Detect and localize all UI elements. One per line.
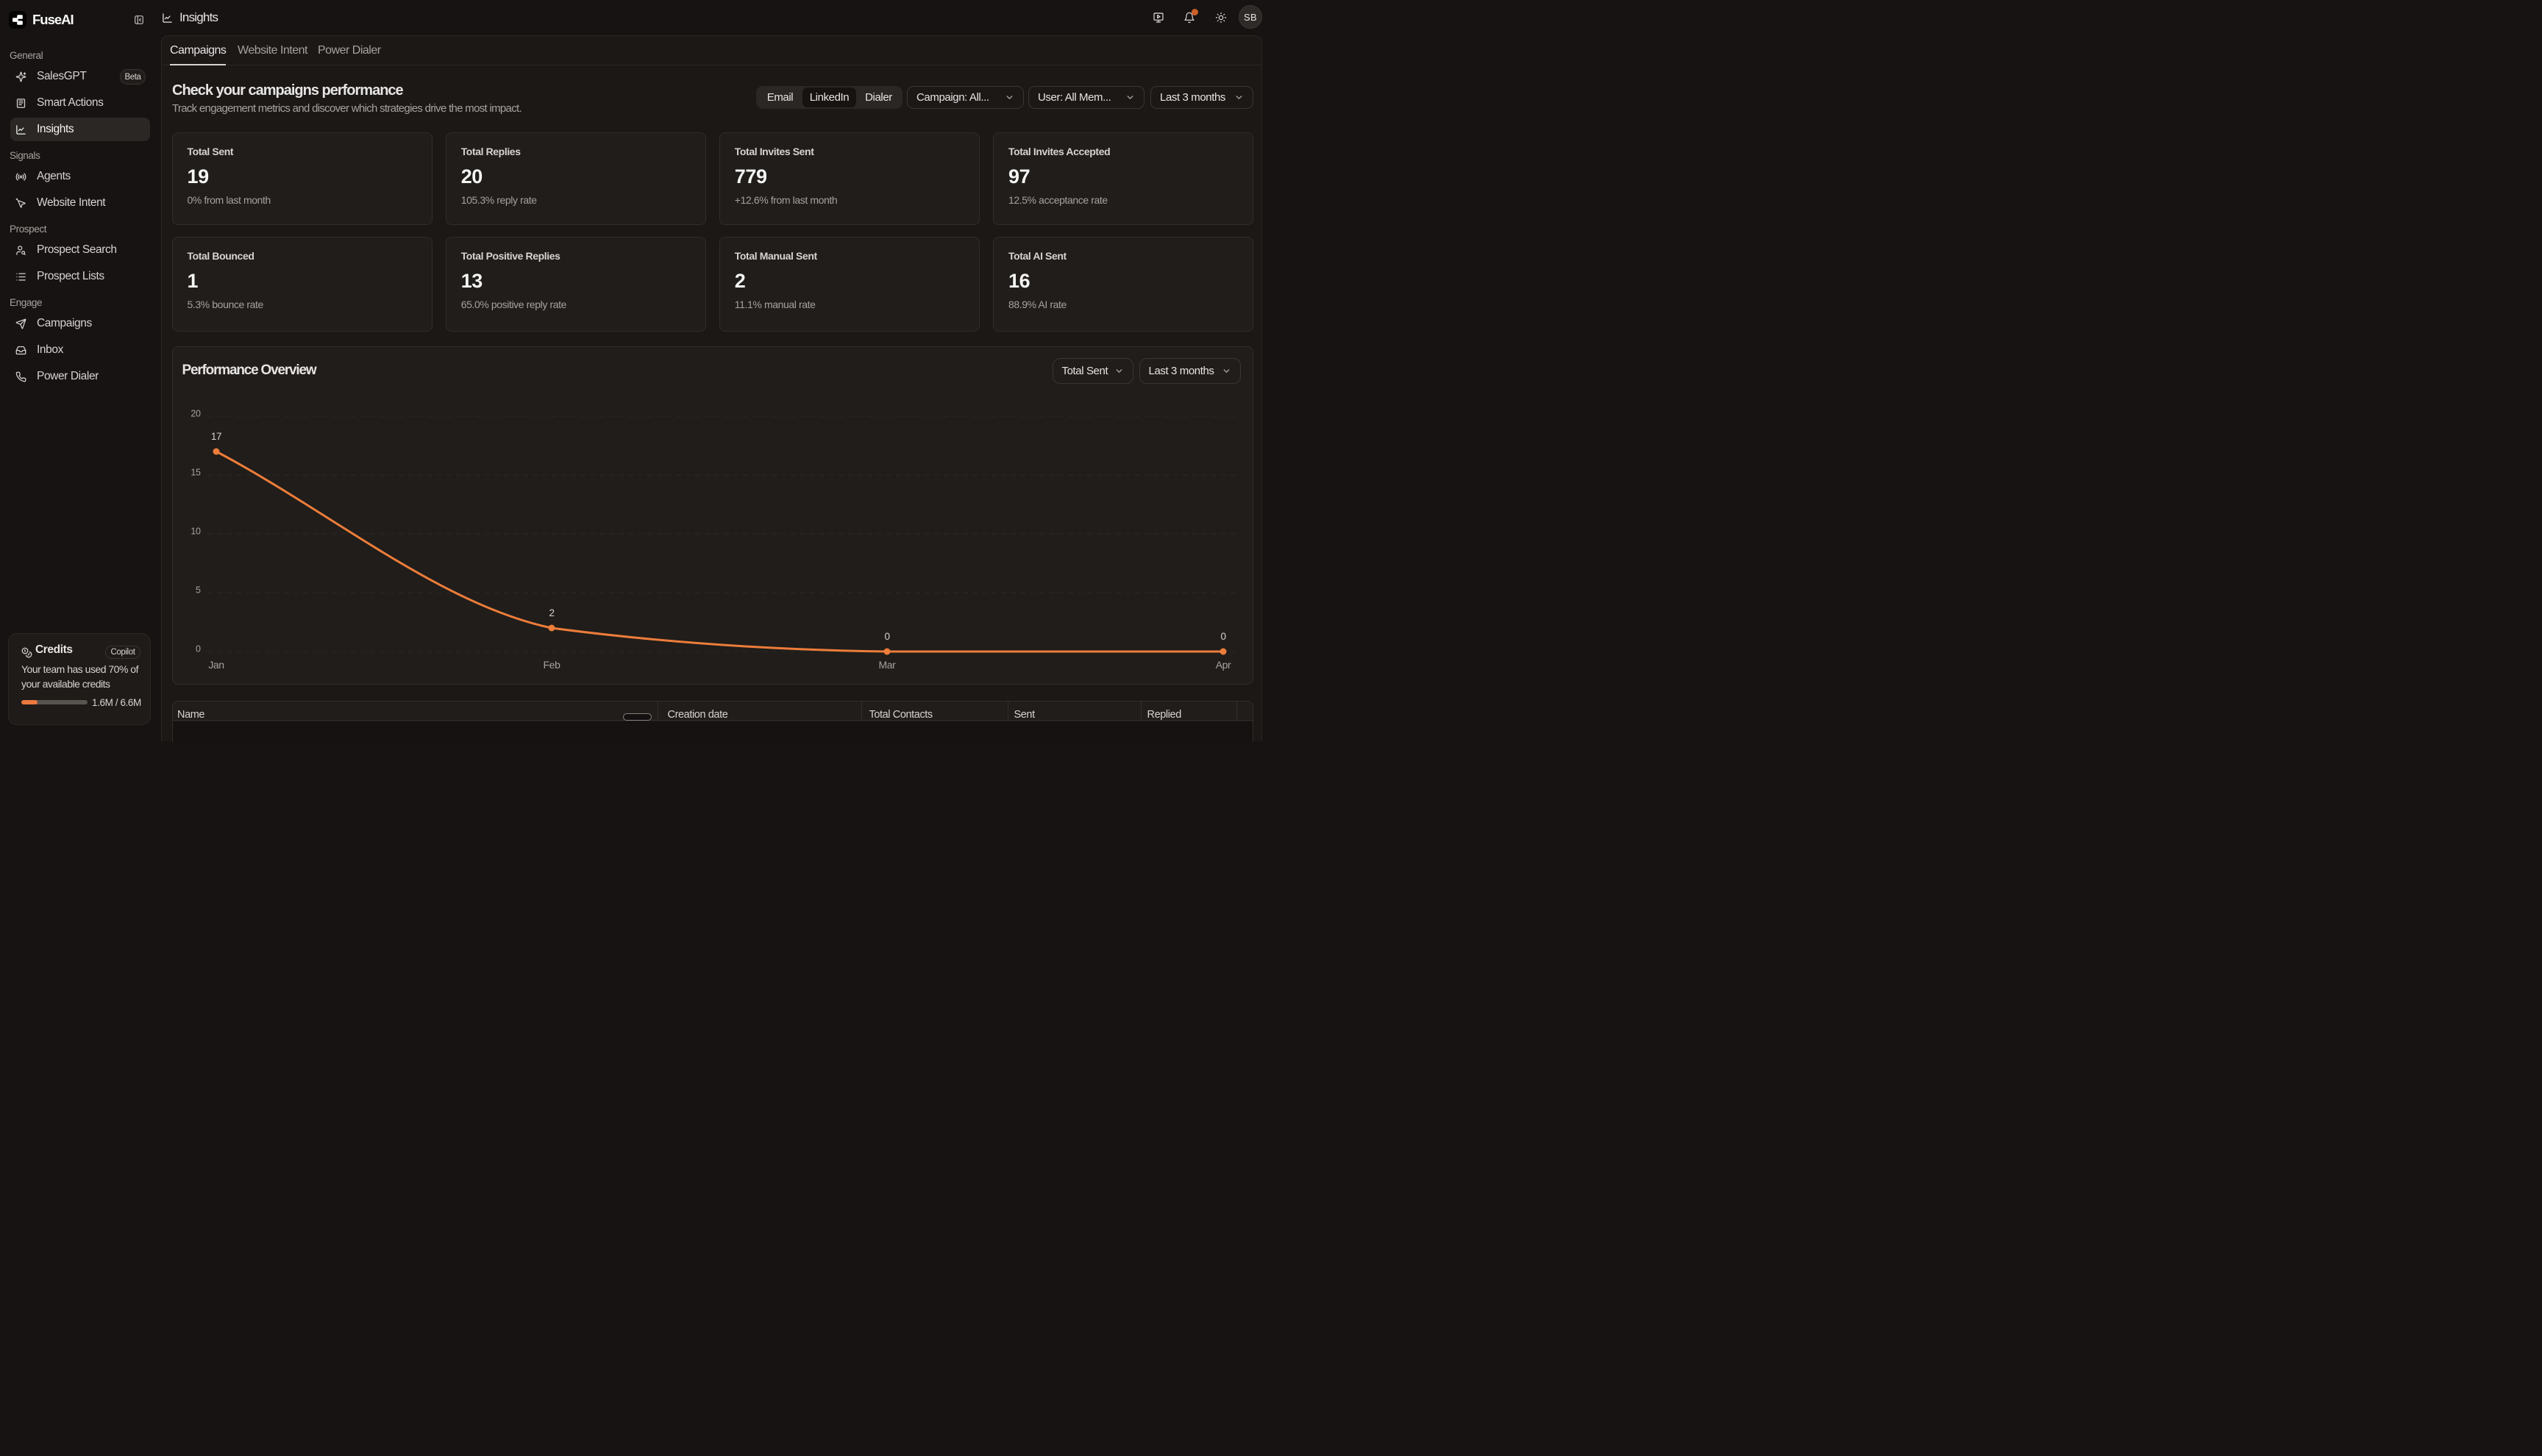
svg-text:2: 2 [549,607,554,618]
svg-text:20: 20 [191,409,201,419]
svg-text:0: 0 [884,631,889,642]
svg-text:Mar: Mar [878,659,896,671]
svg-text:17: 17 [210,431,221,442]
svg-text:0: 0 [195,644,200,654]
svg-text:Jan: Jan [208,659,224,671]
svg-text:Apr: Apr [1215,659,1231,671]
svg-text:5: 5 [195,585,200,596]
svg-text:0: 0 [1220,631,1225,642]
svg-text:Feb: Feb [543,659,560,671]
svg-text:15: 15 [191,468,201,478]
svg-text:10: 10 [191,527,201,537]
